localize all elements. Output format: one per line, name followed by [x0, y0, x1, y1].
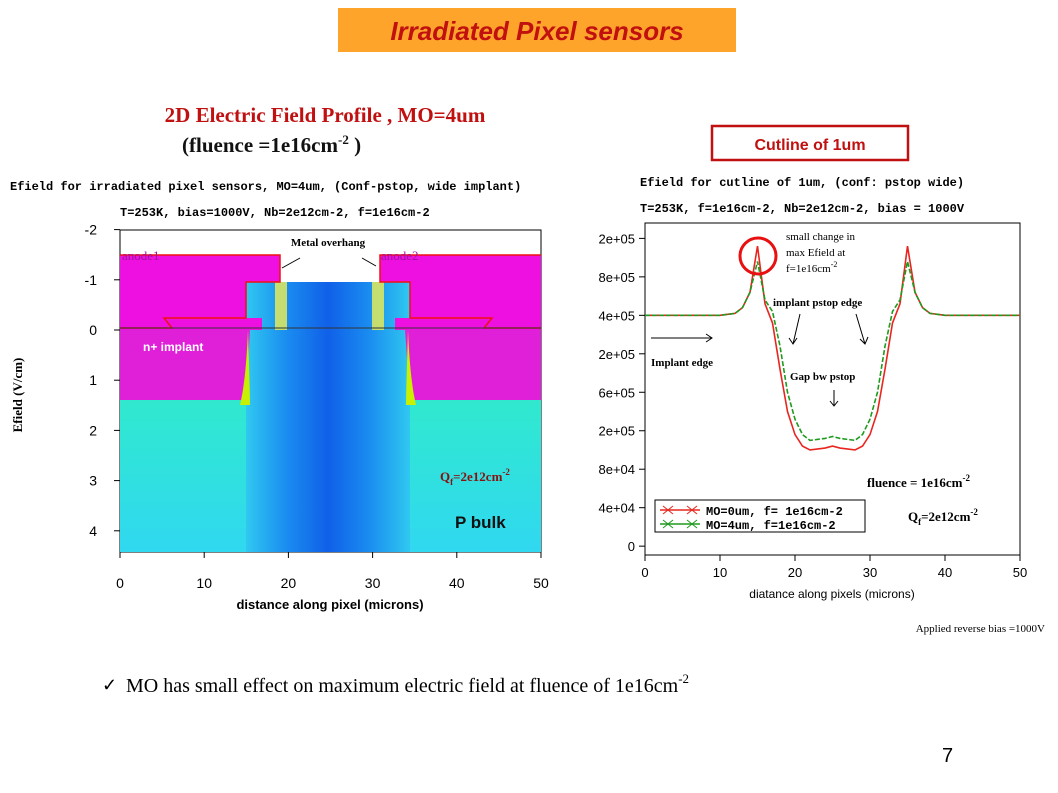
text: fluence = 1e16cm	[867, 475, 963, 490]
chart-subtitle: T=253K, f=1e16cm-2, Nb=2e12cm-2, bias = …	[640, 202, 965, 216]
left-plot-title: Efield for irradiated pixel sensors, MO=…	[10, 180, 521, 194]
text: =2e12cm	[453, 469, 502, 484]
text: -2	[502, 467, 510, 477]
y-axis-label: Efield (V/cm)	[10, 358, 25, 433]
y-tick-label: -1	[85, 272, 98, 288]
y-tick-label: -2	[85, 222, 98, 238]
bullet: MO has small effect on maximum electric …	[126, 671, 689, 697]
check-mark: ✓	[102, 675, 117, 695]
x-tick-label: 40	[449, 575, 465, 591]
text: f	[450, 477, 454, 487]
annotation: implant pstop edge	[773, 297, 862, 309]
y-tick-label: 2e+05	[598, 231, 635, 246]
y-tick-label: 8e+04	[598, 462, 635, 477]
text: =2e12cm	[921, 509, 970, 524]
annotations: small change in max Efield at f=1e16cm-2…	[651, 231, 978, 527]
x-axis-label: distance along pixel (microns)	[236, 597, 423, 612]
legend-marker	[662, 519, 674, 529]
text: -2	[831, 260, 838, 269]
y-tick-label: 4e+04	[598, 501, 635, 516]
arrows	[651, 313, 869, 407]
y-tick-label: 6e+05	[598, 385, 635, 400]
y-tick-label: 2e+05	[598, 424, 635, 439]
annotation: Gap bw pstop	[790, 371, 855, 383]
legend-marker	[686, 505, 698, 515]
text: )	[349, 133, 361, 157]
annotation: anode2	[381, 248, 419, 263]
x-tick-label: 20	[281, 575, 297, 591]
annotation: Qf=2e12cm-2	[908, 507, 978, 527]
text: f	[918, 517, 922, 527]
annotation: Qf=2e12cm-2	[440, 467, 510, 487]
annotation: f=1e16cm-2	[786, 260, 837, 275]
x-axis-label: diatance along pixels (microns)	[749, 587, 914, 601]
legend-label: MO=4um, f=1e16cm-2	[706, 519, 836, 533]
y-tick-label: 2e+05	[598, 347, 635, 362]
annotation: Metal overhang	[291, 237, 366, 249]
text: Q	[908, 509, 918, 524]
annotation: small change in	[786, 231, 856, 243]
x-tick-label: 40	[938, 565, 952, 580]
y-tick-label: 1	[89, 372, 97, 388]
x-tick-label: 50	[1013, 565, 1027, 580]
legend-marker	[662, 505, 674, 515]
text: MO has small effect on maximum electric …	[126, 675, 679, 697]
x-tick-label: 30	[863, 565, 877, 580]
page-number: 7	[942, 745, 953, 767]
x-tick-label: 30	[365, 575, 381, 591]
text: f=1e16cm	[786, 263, 831, 275]
text: -2	[970, 507, 978, 517]
series-line	[645, 245, 1020, 451]
slide-title: Irradiated Pixel sensors	[390, 16, 683, 46]
text: Q	[440, 469, 450, 484]
left-axes: 0 10 20 30 40 50 -2 -1 0 1 2 3 4	[85, 222, 549, 591]
left-subheading: (fluence =1e16cm-2 )	[182, 132, 361, 157]
annotation: max Efield at	[786, 247, 845, 259]
y-tick-label: 0	[89, 322, 97, 338]
y-tick-label: 4e+05	[598, 308, 635, 323]
left-plot-subtitle: T=253K, bias=1000V, Nb=2e12cm-2, f=1e16c…	[120, 206, 430, 220]
y-tick-label: 3	[89, 473, 97, 489]
annotation: Implant edge	[651, 357, 713, 369]
title-box	[338, 8, 736, 52]
series-line	[645, 261, 1020, 442]
legend-marker	[686, 519, 698, 529]
text: -2	[963, 473, 971, 483]
x-tick-label: 20	[788, 565, 802, 580]
text: (fluence =1e16cm	[182, 133, 338, 157]
x-tick-label: 0	[641, 565, 648, 580]
left-heading: 2D Electric Field Profile , MO=4um	[165, 103, 486, 127]
y-tick-label: 4	[89, 523, 97, 539]
annotation: fluence = 1e16cm-2	[867, 473, 970, 490]
legend-box	[654, 499, 866, 533]
legend-label: MO=0um, f= 1e16cm-2	[706, 505, 843, 519]
y-tick-label: 0	[628, 539, 635, 554]
annotation: anode1	[122, 248, 160, 263]
highlight-circle	[738, 236, 778, 276]
x-tick-label: 10	[196, 575, 212, 591]
plot-frame	[644, 222, 1021, 556]
y-tick-label: 8e+05	[598, 270, 635, 285]
x-tick-label: 10	[713, 565, 727, 580]
annotation: n+ implant	[143, 340, 203, 354]
note: Applied reverse bias =1000V	[916, 623, 1045, 635]
text: -2	[678, 671, 689, 686]
x-tick-label: 0	[116, 575, 124, 591]
cutline-label: Cutline of 1um	[754, 137, 865, 154]
chart-title: Efield for cutline of 1um, (conf: pstop …	[640, 176, 964, 190]
text: -2	[338, 132, 349, 147]
right-chart: 0 10 20 30 40 50 0 4e+04 8e+04 2e+05 6e+05 2e+05 4e+…	[598, 231, 1027, 580]
y-tick-label: 2	[89, 422, 97, 438]
cutline-box	[710, 124, 910, 162]
annotation: P bulk	[455, 513, 506, 532]
field-map	[119, 229, 542, 553]
x-tick-label: 50	[533, 575, 549, 591]
